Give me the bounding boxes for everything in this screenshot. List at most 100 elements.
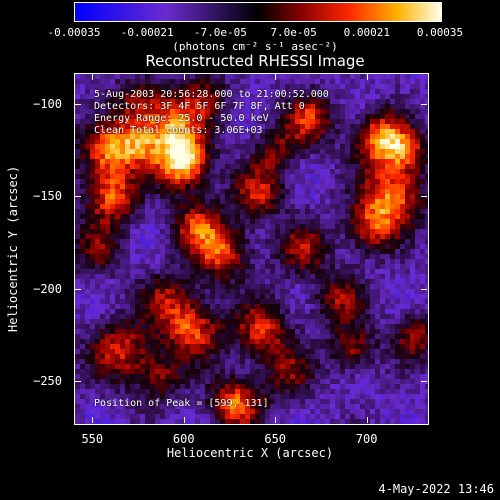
heatmap-cell: [115, 224, 120, 229]
heatmap-cell: [225, 409, 230, 414]
heatmap-cell: [250, 419, 255, 424]
heatmap-cell: [245, 234, 250, 239]
heatmap-cell: [115, 299, 120, 304]
heatmap-cell: [150, 254, 155, 259]
heatmap-cell: [300, 249, 305, 254]
heatmap-cell: [235, 224, 240, 229]
heatmap-cell: [315, 154, 320, 159]
heatmap-cell: [260, 224, 265, 229]
heatmap-cell: [410, 259, 415, 264]
heatmap-cell: [110, 289, 115, 294]
heatmap-cell: [315, 174, 320, 179]
heatmap-cell: [340, 244, 345, 249]
heatmap-cell: [190, 279, 195, 284]
heatmap-cell: [80, 394, 85, 399]
heatmap-cell: [155, 79, 160, 84]
heatmap-cell: [165, 179, 170, 184]
heatmap-cell: [200, 154, 205, 159]
heatmap-cell: [235, 274, 240, 279]
heatmap-cell: [380, 359, 385, 364]
heatmap-cell: [350, 229, 355, 234]
heatmap-cell: [210, 264, 215, 269]
heatmap-cell: [255, 404, 260, 409]
heatmap-cell: [235, 94, 240, 99]
heatmap-cell: [80, 244, 85, 249]
heatmap-cell: [165, 169, 170, 174]
heatmap-cell: [290, 209, 295, 214]
heatmap-cell: [95, 414, 100, 419]
heatmap-cell: [410, 209, 415, 214]
heatmap-cell: [85, 354, 90, 359]
heatmap-cell: [205, 279, 210, 284]
heatmap-cell: [210, 289, 215, 294]
heatmap-cell: [290, 349, 295, 354]
heatmap-cell: [145, 344, 150, 349]
heatmap-cell: [375, 354, 380, 359]
heatmap-cell: [375, 224, 380, 229]
heatmap-cell: [385, 134, 390, 139]
heatmap-cell: [100, 109, 105, 114]
heatmap-cell: [150, 279, 155, 284]
heatmap-cell: [285, 139, 290, 144]
heatmap-cell: [265, 229, 270, 234]
heatmap-cell: [145, 354, 150, 359]
heatmap-cell: [105, 129, 110, 134]
heatmap-cell: [325, 284, 330, 289]
heatmap-cell: [185, 214, 190, 219]
heatmap-cell: [200, 319, 205, 324]
heatmap-cell: [80, 99, 85, 104]
heatmap-cell: [355, 264, 360, 269]
heatmap-cell: [125, 279, 130, 284]
heatmap-cell: [310, 139, 315, 144]
heatmap-cell: [160, 159, 165, 164]
heatmap-cell: [90, 274, 95, 279]
heatmap-cell: [300, 404, 305, 409]
heatmap-cell: [255, 169, 260, 174]
heatmap-cell: [80, 124, 85, 129]
heatmap-cell: [290, 234, 295, 239]
heatmap-cell: [205, 224, 210, 229]
heatmap-cell: [420, 239, 425, 244]
heatmap-cell: [105, 334, 110, 339]
heatmap-cell: [210, 119, 215, 124]
heatmap-cell: [295, 304, 300, 309]
heatmap-cell: [405, 374, 410, 379]
heatmap-cell: [140, 124, 145, 129]
heatmap-cell: [315, 134, 320, 139]
heatmap-cell: [160, 244, 165, 249]
heatmap-cell: [295, 224, 300, 229]
heatmap-cell: [420, 364, 425, 369]
heatmap-cell: [285, 264, 290, 269]
heatmap-cell: [335, 294, 340, 299]
heatmap-cell: [130, 214, 135, 219]
heatmap-cell: [160, 304, 165, 309]
heatmap-cell: [95, 279, 100, 284]
heatmap-cell: [260, 174, 265, 179]
heatmap-cell: [135, 209, 140, 214]
heatmap-cell: [315, 399, 320, 404]
heatmap-cell: [370, 389, 375, 394]
heatmap-cell: [375, 394, 380, 399]
heatmap-cell: [260, 254, 265, 259]
heatmap-cell: [400, 359, 405, 364]
heatmap-cell: [155, 224, 160, 229]
heatmap-cell: [305, 244, 310, 249]
heatmap-cell: [240, 264, 245, 269]
heatmap-cell: [375, 164, 380, 169]
heatmap-cell: [330, 409, 335, 414]
heatmap-cell: [300, 124, 305, 129]
heatmap-cell: [330, 419, 335, 424]
heatmap-cell: [225, 134, 230, 139]
heatmap-cell: [215, 74, 220, 79]
heatmap-cell: [235, 374, 240, 379]
heatmap-cell: [170, 224, 175, 229]
heatmap-cell: [405, 284, 410, 289]
heatmap-cell: [125, 374, 130, 379]
heatmap-cell: [185, 324, 190, 329]
heatmap-cell: [415, 314, 420, 319]
heatmap-cell: [235, 239, 240, 244]
heatmap-cell: [215, 289, 220, 294]
heatmap-cell: [155, 374, 160, 379]
heatmap-cell: [165, 359, 170, 364]
heatmap-cell: [405, 84, 410, 89]
